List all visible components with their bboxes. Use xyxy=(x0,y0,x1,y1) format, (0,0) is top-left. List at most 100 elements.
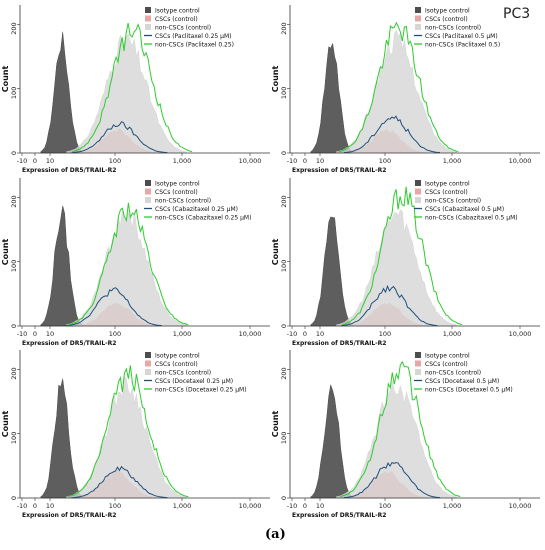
x-tick-label: 0 xyxy=(303,157,307,165)
x-tick-label: 10 xyxy=(316,502,324,510)
y-tick-label: 100 xyxy=(10,87,18,99)
legend-entry: Isotype control xyxy=(425,8,470,15)
histogram-panel: 0 100 200 -10 0 10 100 1,000 10,000 Expression of… xyxy=(271,350,540,519)
x-tick-label: 100 xyxy=(379,330,391,338)
histogram-series-curve xyxy=(343,115,441,154)
x-tick-label: 1,000 xyxy=(443,502,462,510)
y-axis-label: Count xyxy=(271,66,280,93)
legend-entry: non-CSCs (control) xyxy=(425,198,481,205)
x-tick-label: 100 xyxy=(109,502,121,510)
y-tick-label: 200 xyxy=(280,22,288,34)
x-tick-label: 0 xyxy=(303,502,307,510)
legend-entry: CSCs (control) xyxy=(425,361,468,368)
histogram-series-curve xyxy=(342,186,463,326)
legend-entry: CSCs (Cabazitaxel 0.5 μM) xyxy=(425,206,504,213)
x-tick-label: 0 xyxy=(33,502,37,510)
legend-swatch xyxy=(145,15,151,22)
x-tick-label: 10,000 xyxy=(509,330,532,338)
legend-entry: Isotype control xyxy=(425,181,470,188)
y-tick-label: 0 xyxy=(280,496,288,500)
y-tick-label: 100 xyxy=(280,432,288,444)
x-tick-label: -10 xyxy=(17,502,28,510)
x-axis-label: Expression of DR5/TRAIL-R2 xyxy=(292,512,386,519)
legend-entry: CSCs (control) xyxy=(425,16,468,23)
legend-entry: Isotype control xyxy=(155,353,200,360)
y-axis-label: Count xyxy=(1,66,10,93)
histogram-series-curve xyxy=(71,121,168,154)
legend-entry: non-CSCs (control) xyxy=(155,198,211,205)
x-axis-label: Expression of DR5/TRAIL-R2 xyxy=(22,512,116,519)
legend-swatch xyxy=(415,15,421,22)
legend-entry: non-CSCs (control) xyxy=(155,370,211,377)
x-axis-label: Expression of DR5/TRAIL-R2 xyxy=(292,340,386,347)
legend-swatch xyxy=(145,352,151,358)
x-tick-label: -10 xyxy=(17,157,28,165)
x-tick-label: 1,000 xyxy=(443,330,462,338)
y-tick-label: 100 xyxy=(280,260,288,272)
x-tick-label: 1,000 xyxy=(443,157,462,165)
legend-entry: CSCs (Docetaxel 0.25 μM) xyxy=(155,378,233,385)
legend-entry: non-CSCs (Cabazitaxel 0.5 μM) xyxy=(425,215,518,222)
legend-entry: non-CSCs (Docetaxel 0.5 μM) xyxy=(425,387,513,394)
y-tick-label: 0 xyxy=(10,324,18,328)
x-tick-label: 10 xyxy=(46,157,54,165)
y-tick-label: 200 xyxy=(10,367,18,379)
histogram-series-curve xyxy=(336,209,457,327)
histogram-series-curve xyxy=(340,360,461,498)
x-tick-label: -10 xyxy=(17,330,28,338)
y-tick-label: 0 xyxy=(280,151,288,155)
legend-entry: non-CSCs (control) xyxy=(425,25,481,32)
legend-swatch xyxy=(145,7,151,13)
legend-swatch xyxy=(145,360,151,367)
histogram-series-curve xyxy=(310,383,354,499)
histogram-series-curve xyxy=(40,378,84,499)
histogram-series-curve xyxy=(40,31,84,154)
histogram-panel: 0 100 200 -10 0 10 100 1,000 10,000 Expression of… xyxy=(1,5,270,174)
legend-swatch xyxy=(415,352,421,358)
x-tick-label: 1,000 xyxy=(173,330,192,338)
x-tick-label: -10 xyxy=(287,502,298,510)
histogram-panel: 0 100 200 -10 0 10 100 1,000 10,000 Expression of… xyxy=(1,178,270,347)
histogram-series-curve xyxy=(310,42,354,154)
legend-entry: Isotype control xyxy=(155,181,200,188)
legend-entry: non-CSCs (Paclitaxel 0.25) xyxy=(155,42,234,49)
x-axis-label: Expression of DR5/TRAIL-R2 xyxy=(22,167,116,174)
legend-swatch xyxy=(145,369,151,375)
histogram-series-curve xyxy=(66,375,187,499)
histogram-series-curve xyxy=(341,284,438,327)
y-tick-label: 200 xyxy=(280,195,288,207)
legend-entry: non-CSCs (control) xyxy=(155,25,211,32)
histogram-series-curve xyxy=(66,210,187,327)
legend-entry: CSCs (control) xyxy=(155,189,198,196)
legend-swatch xyxy=(145,24,151,30)
legend-swatch xyxy=(145,188,151,195)
x-tick-label: 10,000 xyxy=(239,330,262,338)
legend-swatch xyxy=(415,360,421,367)
x-tick-label: 1,000 xyxy=(173,157,192,165)
y-axis-label: Count xyxy=(271,411,280,438)
legend-entry: Isotype control xyxy=(425,353,470,360)
cell-line-label: PC3 xyxy=(503,6,531,22)
x-tick-label: 10,000 xyxy=(239,157,262,165)
y-tick-label: 100 xyxy=(10,432,18,444)
x-tick-label: -10 xyxy=(287,157,298,165)
y-tick-label: 0 xyxy=(10,151,18,155)
histogram-series-curve xyxy=(338,21,459,153)
legend-entry: non-CSCs (control) xyxy=(425,370,481,377)
legend-swatch xyxy=(415,7,421,13)
legend-entry: CSCs (control) xyxy=(155,361,198,368)
legend-entry: CSCs (Paclitaxel 0.25 μM) xyxy=(155,33,231,40)
y-tick-label: 200 xyxy=(280,367,288,379)
histogram-series-curve xyxy=(68,365,189,497)
x-tick-label: 10 xyxy=(316,330,324,338)
x-axis-label: Expression of DR5/TRAIL-R2 xyxy=(22,340,116,347)
histogram-panel: 0 100 200 -10 0 10 100 1,000 10,000 Expression of… xyxy=(1,350,270,519)
legend-entry: CSCs (control) xyxy=(155,16,198,23)
legend-entry: CSCs (Docetaxel 0.5 μM) xyxy=(425,378,499,385)
x-tick-label: 0 xyxy=(33,157,37,165)
y-tick-label: 100 xyxy=(10,260,18,272)
legend-entry: Isotype control xyxy=(155,8,200,15)
y-tick-label: 0 xyxy=(10,496,18,500)
legend-swatch xyxy=(145,180,151,186)
